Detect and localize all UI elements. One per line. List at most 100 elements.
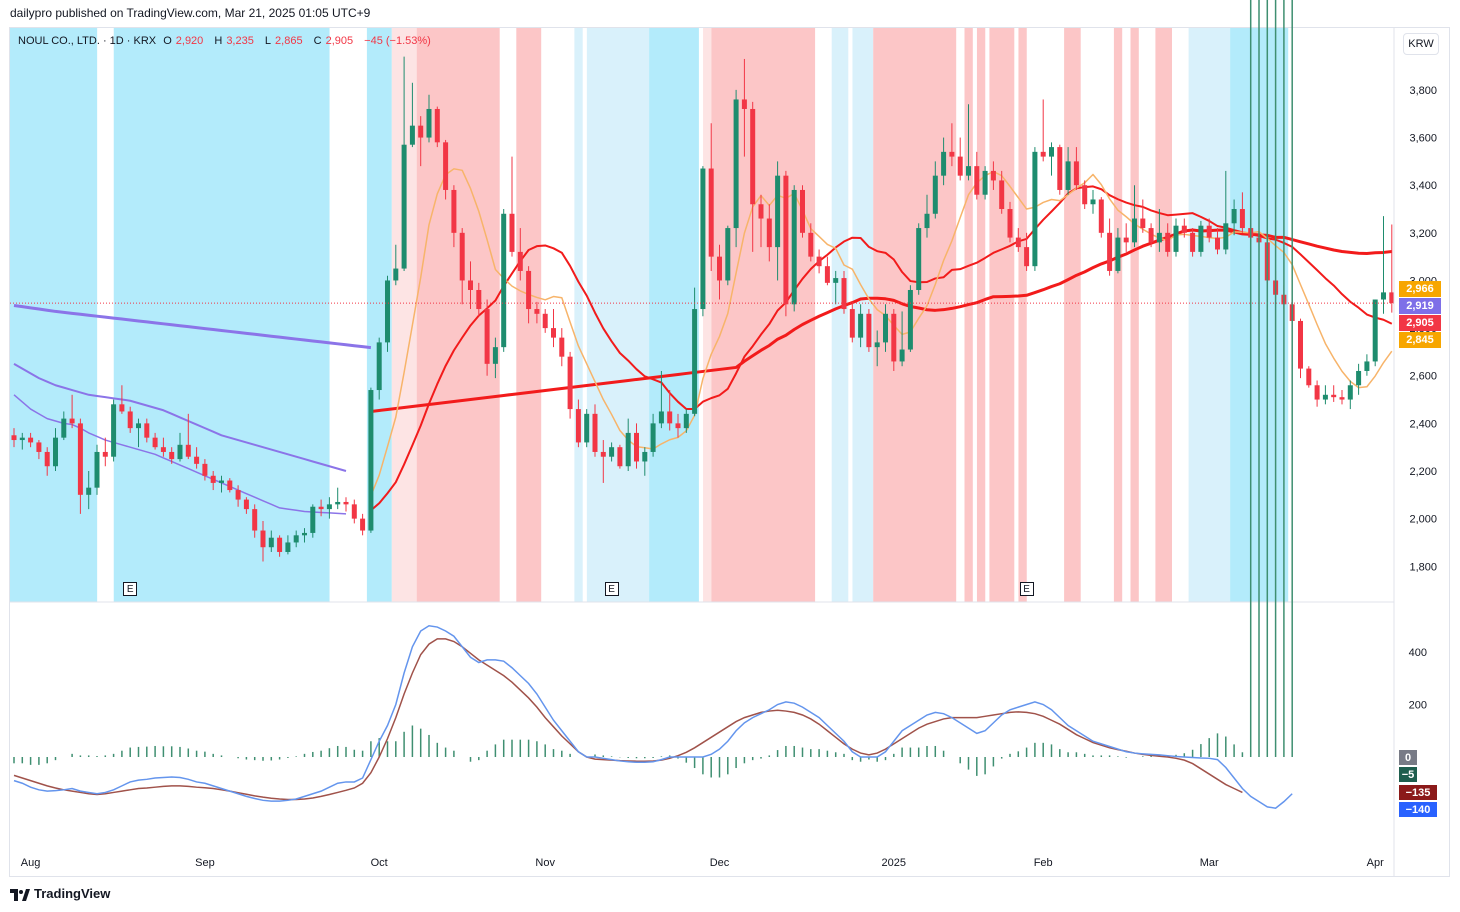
candle-body — [567, 356, 573, 410]
candle-body — [451, 189, 457, 233]
price-tick-label: 3,800 — [1409, 85, 1437, 97]
candle-body — [1298, 320, 1303, 369]
close-value: C 2,905 — [313, 35, 354, 47]
tradingview-brand[interactable]: TradingView — [10, 886, 110, 901]
candle-body — [28, 437, 34, 443]
candle-body — [733, 99, 739, 229]
candle-body — [243, 499, 249, 510]
price-tick-label: 3,200 — [1409, 228, 1437, 240]
candle-body — [185, 444, 191, 457]
candle-body — [285, 542, 291, 552]
candle-body — [1339, 397, 1345, 400]
candle-body — [1049, 147, 1054, 157]
time-tick-label: Apr — [1367, 857, 1384, 869]
candle-body — [866, 313, 872, 348]
candle-body — [800, 189, 805, 233]
time-tick-label: Feb — [1034, 857, 1053, 869]
candle-body — [824, 266, 830, 283]
signal-band — [831, 28, 849, 602]
candle-body — [1190, 232, 1196, 252]
candle-body — [293, 535, 299, 543]
time-tick-label: Aug — [21, 857, 41, 869]
macd-badge: 0 — [1399, 750, 1417, 765]
candle-body — [136, 423, 141, 429]
candle-body — [368, 390, 374, 531]
price-badge: 2,845 — [1399, 331, 1441, 348]
candle-body — [625, 432, 631, 467]
candle-body — [227, 480, 233, 491]
candle-body — [650, 423, 656, 452]
candle-body — [1181, 225, 1187, 233]
candle-body — [899, 349, 905, 362]
candle-body — [77, 423, 83, 495]
candle-body — [1115, 237, 1121, 271]
candle-body — [916, 228, 922, 290]
symbol-name: NOUL CO., LTD. · 1D · KRX — [18, 35, 157, 47]
candle-body — [941, 151, 947, 176]
time-tick-label: Oct — [371, 857, 388, 869]
price-tick-label: 2,000 — [1409, 514, 1437, 526]
candle-body — [177, 444, 183, 460]
earnings-marker[interactable]: E — [1019, 582, 1034, 596]
candle-body — [1322, 394, 1328, 400]
candle-body — [19, 437, 25, 441]
signal-background-bands — [10, 28, 1289, 602]
candle-body — [44, 451, 50, 467]
candle-body — [268, 537, 274, 548]
earnings-marker[interactable]: E — [604, 582, 619, 596]
macd-badge: −135 — [1399, 785, 1437, 801]
candle-body — [335, 501, 341, 505]
candle-body — [476, 289, 482, 310]
chart-frame — [9, 27, 1450, 877]
candle-body — [302, 532, 307, 536]
signal-band — [1155, 28, 1172, 602]
currency-button[interactable]: KRW — [1403, 33, 1439, 55]
candle-body — [874, 342, 880, 348]
candle-body — [600, 451, 606, 457]
open-value: O 2,920 — [163, 35, 204, 47]
candle-body — [111, 404, 117, 457]
candle-body — [459, 232, 465, 281]
price-tick-label: 1,800 — [1409, 561, 1437, 573]
candle-body — [94, 451, 100, 488]
macd-line — [13, 624, 1293, 809]
candle-body — [725, 228, 731, 281]
candle-body — [127, 411, 133, 429]
candle-body — [202, 463, 208, 476]
candle-body — [883, 313, 888, 343]
candle-body — [1032, 151, 1038, 267]
signal-band — [113, 28, 330, 602]
candle-body — [160, 447, 166, 452]
time-tick-label: 2025 — [882, 857, 906, 869]
candle-body — [741, 99, 747, 109]
candle-body — [849, 309, 855, 338]
candle-body — [783, 175, 789, 305]
signal-band — [711, 28, 816, 602]
candle-body — [426, 108, 432, 138]
ma-mid-line — [13, 362, 347, 472]
candle-body — [1389, 292, 1395, 304]
candle-body — [1165, 232, 1171, 252]
candle-body — [443, 142, 449, 190]
time-tick-label: Sep — [195, 857, 215, 869]
candle-body — [86, 487, 92, 495]
candle-body — [766, 218, 772, 248]
candle-body — [376, 342, 382, 391]
signal-band — [703, 28, 712, 602]
candle-body — [542, 313, 548, 329]
candle-body — [974, 166, 980, 195]
candle-body — [501, 213, 507, 348]
candle-body — [1015, 237, 1021, 248]
candle-body — [219, 480, 224, 483]
signal-band — [574, 28, 583, 602]
moving-average-lines — [13, 168, 1393, 515]
candle-body — [252, 509, 258, 531]
candle-body — [517, 251, 523, 271]
ma-short-line — [13, 394, 347, 515]
candle-body — [559, 337, 565, 357]
candle-body — [1065, 161, 1071, 190]
ma-red-thick-line — [370, 228, 1392, 413]
earnings-marker[interactable]: E — [123, 582, 138, 596]
high-value: H 3,235 — [214, 35, 254, 47]
